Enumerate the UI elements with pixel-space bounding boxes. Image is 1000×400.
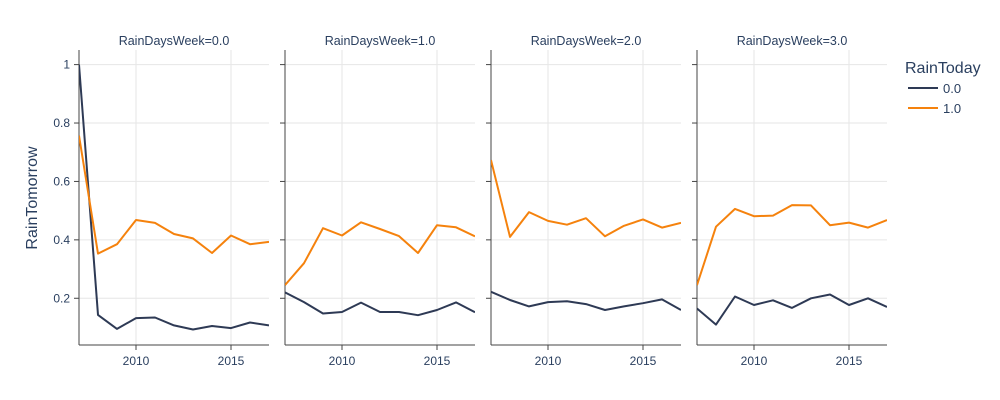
series-line-0-0 bbox=[79, 64, 269, 331]
x-tick-label: 2010 bbox=[741, 354, 768, 368]
facet-panel: 2010 2015 RainDaysWeek=1.0 bbox=[280, 34, 475, 368]
facet-title: RainDaysWeek=2.0 bbox=[531, 34, 642, 48]
series-line-1-0 bbox=[697, 204, 887, 286]
series-line-1-0 bbox=[79, 135, 269, 255]
x-tick-label: 2010 bbox=[535, 354, 562, 368]
facet-panel: 2010 2015 RainDaysWeek=2.0 bbox=[486, 34, 681, 368]
x-tick-label: 2015 bbox=[630, 354, 657, 368]
x-tick-label: 2010 bbox=[123, 354, 150, 368]
y-tick-label: 0.4 bbox=[53, 233, 70, 247]
x-tick-label: 2015 bbox=[218, 354, 245, 368]
x-tick-label: 2015 bbox=[836, 354, 863, 368]
y-tick-label: 0.2 bbox=[53, 291, 70, 305]
y-tick-label: 0.6 bbox=[53, 174, 70, 188]
y-tick-label: 1 bbox=[63, 58, 70, 72]
legend-label: 0.0 bbox=[943, 81, 961, 96]
series-line-0-0 bbox=[491, 290, 681, 311]
facet-title: RainDaysWeek=0.0 bbox=[119, 34, 230, 48]
facet-panel: 0.2 0.4 0.6 0.8 1 2010 2015 RainDaysWeek=0.0 bbox=[53, 34, 269, 368]
series-line-0-0 bbox=[285, 291, 475, 317]
series-line-1-0 bbox=[285, 221, 475, 286]
series-line-1-0 bbox=[491, 159, 681, 238]
legend-title: RainToday bbox=[905, 60, 981, 77]
y-axis-title: RainTomorrow bbox=[24, 146, 41, 250]
facet-panel: 2010 2015 RainDaysWeek=3.0 bbox=[692, 34, 887, 368]
legend-label: 1.0 bbox=[943, 101, 961, 116]
x-tick-label: 2015 bbox=[424, 354, 451, 368]
y-tick-label: 0.8 bbox=[53, 116, 70, 130]
series-line-0-0 bbox=[697, 293, 887, 326]
facet-title: RainDaysWeek=1.0 bbox=[325, 34, 436, 48]
legend: RainToday 0.0 1.0 bbox=[905, 60, 981, 116]
x-tick-label: 2010 bbox=[329, 354, 356, 368]
facet-title: RainDaysWeek=3.0 bbox=[737, 34, 848, 48]
